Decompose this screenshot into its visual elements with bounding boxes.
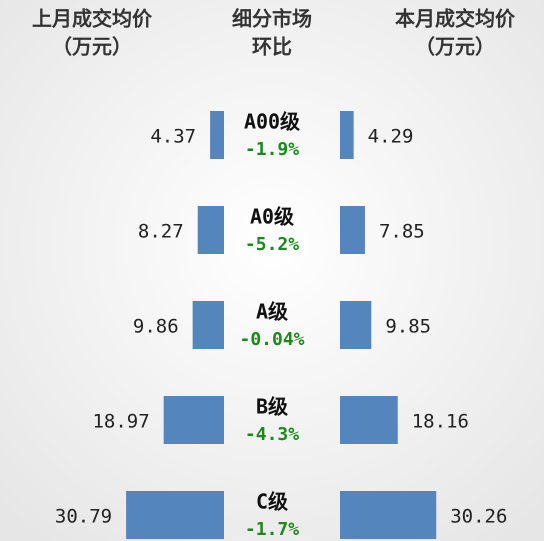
bar-left [210,111,224,159]
bar-right [340,301,372,349]
category-label: C级 [256,490,288,514]
bar-left [163,396,224,444]
bar-left [192,301,224,349]
bar-right [340,491,437,539]
bar-right [340,111,354,159]
right-value-label: 4.29 [368,126,414,148]
left-header: 上月成交均价 [32,7,153,31]
change-label: -5.2% [245,234,299,255]
center-header: 细分市场 [232,7,312,31]
category-label: A级 [256,300,288,324]
bar-right [340,206,365,254]
change-label: -1.7% [245,519,299,540]
right-value-label: 30.26 [450,506,507,528]
right-value-label: 18.16 [412,411,469,433]
right-value-label: 7.85 [379,221,425,243]
left-value-label: 8.27 [138,221,184,243]
left-value-label: 4.37 [150,126,196,148]
right-value-label: 9.85 [385,316,431,338]
change-label: -4.3% [245,424,299,445]
center-subheader: 环比 [252,35,292,59]
bar-left [126,491,224,539]
left-unit: （万元） [52,35,132,59]
left-value-label: 9.86 [133,316,179,338]
bar-left [197,206,224,254]
category-label: A0级 [250,205,294,229]
left-value-label: 30.79 [55,506,112,528]
right-header: 本月成交均价 [395,7,516,31]
change-label: -0.04% [239,329,304,350]
bar-right [340,396,398,444]
right-unit: （万元） [415,35,495,59]
category-label: B级 [256,395,288,419]
left-value-label: 18.97 [92,411,149,433]
change-label: -1.9% [245,139,299,160]
category-label: A00级 [244,110,300,134]
